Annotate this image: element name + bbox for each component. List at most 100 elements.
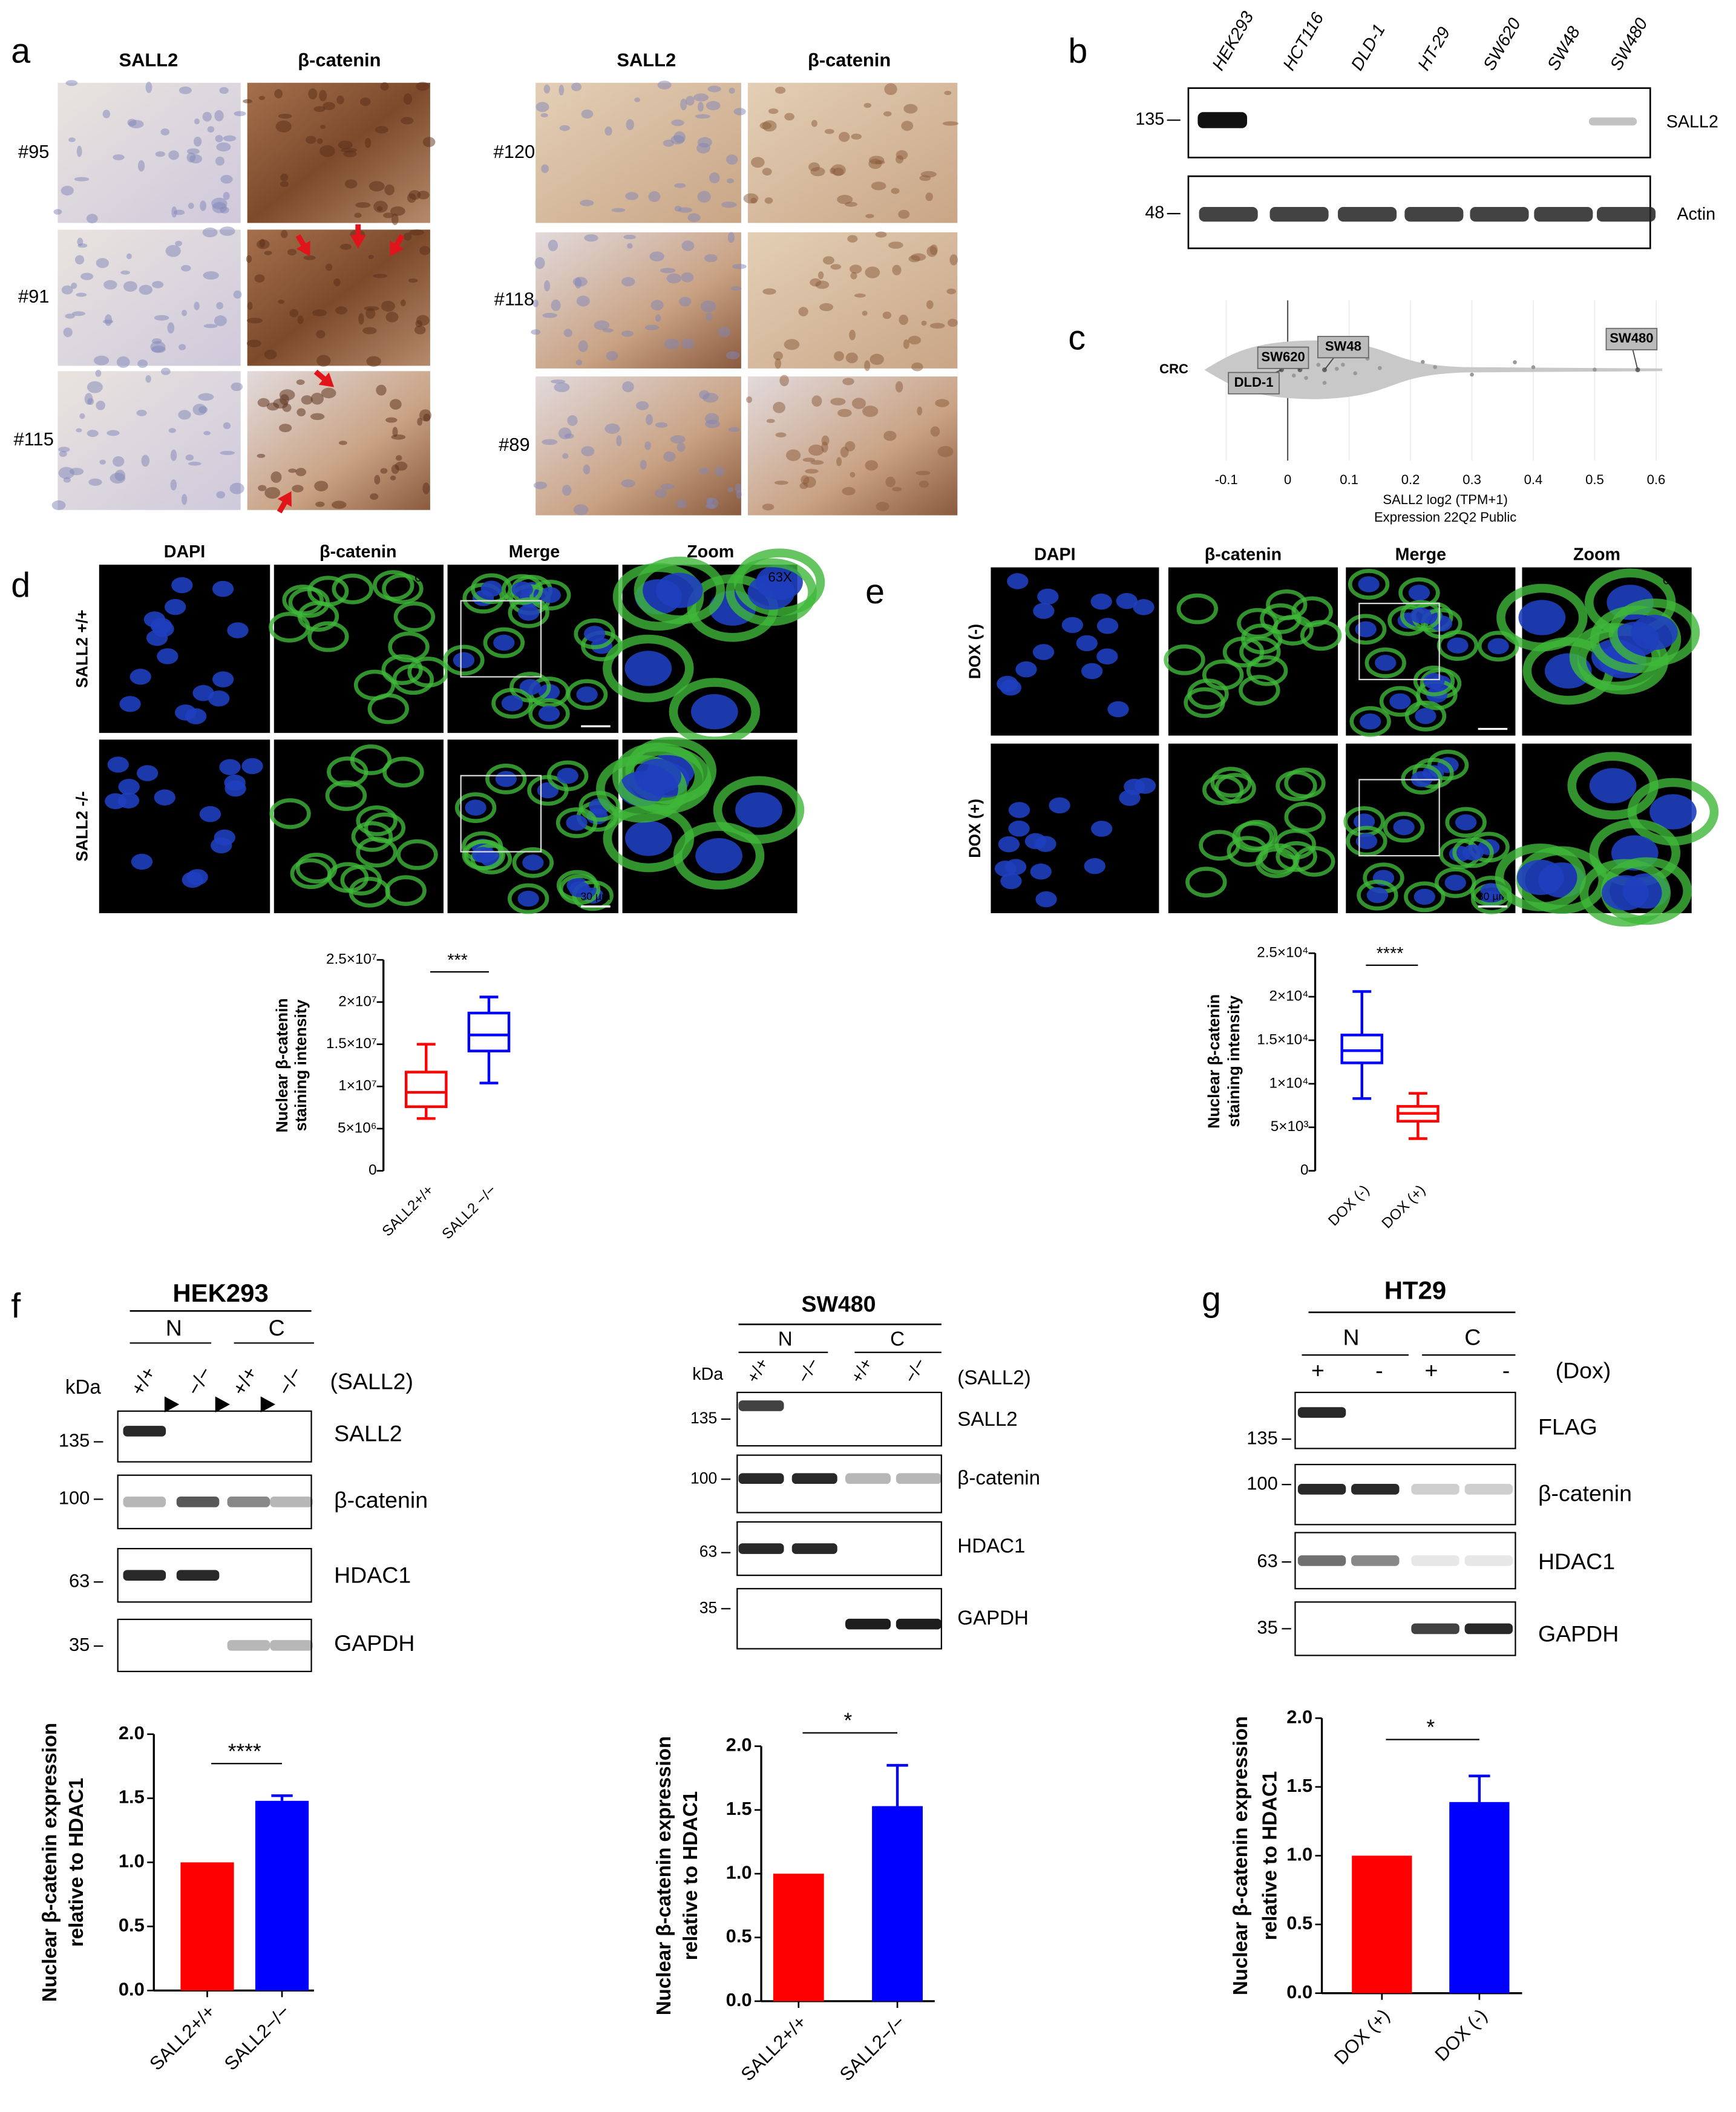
ihc-texture: [676, 499, 687, 508]
ihc-texture: [155, 151, 165, 157]
y-axis-label: Nuclear β-catenin expression: [1230, 1716, 1252, 1995]
ihc-texture: [390, 206, 405, 216]
cell-cytoplasm: [491, 687, 533, 719]
y-axis-label: Nuclear β-catenin expression: [39, 1723, 61, 2002]
fraction-label: C: [890, 1328, 905, 1351]
ihc-texture: [766, 419, 775, 423]
ihc-texture: [704, 413, 719, 425]
ihc-texture: [216, 302, 223, 310]
ihc-texture: [743, 193, 759, 204]
nucleus: [1358, 576, 1380, 592]
lane-label: +/+: [228, 1363, 262, 1399]
ihc-texture: [136, 410, 147, 416]
cell-cytoplasm: [1579, 859, 1671, 927]
nucleus: [1007, 573, 1029, 589]
ihc-texture: [564, 433, 574, 439]
ihc-texture: [732, 264, 747, 269]
ihc-texture: [310, 413, 325, 421]
protein-label: HDAC1: [957, 1535, 1025, 1558]
ihc-texture: [229, 482, 244, 494]
band: [1588, 117, 1637, 126]
ihc-texture: [946, 288, 956, 295]
ihc-texture: [764, 197, 773, 204]
ihc-texture: [220, 175, 233, 184]
band: [123, 1570, 166, 1581]
cell-cytoplasm: [1239, 675, 1280, 706]
ihc-texture: [63, 327, 73, 338]
nucleus: [175, 704, 197, 721]
cell-cytoplasm: [382, 756, 424, 788]
bar: [1449, 1802, 1510, 1993]
cell-cytoplasm: [288, 587, 330, 618]
ihc-texture: [296, 379, 305, 385]
band: [270, 1497, 313, 1507]
protein-label: SALL2: [334, 1420, 402, 1446]
ihc-texture: [321, 387, 336, 399]
ihc-texture: [533, 481, 548, 490]
cell-cytoplasm: [471, 573, 513, 605]
nucleus: [1124, 778, 1145, 795]
nucleus: [583, 626, 606, 642]
ihc-texture: [554, 382, 570, 393]
cell-cytoplasm: [1357, 879, 1398, 911]
lane-label: HT-29: [1414, 24, 1454, 74]
y-tick-label: 2.0: [119, 1722, 145, 1743]
data-point: [1470, 372, 1474, 377]
nucleus: [186, 869, 208, 885]
data-point: [1322, 381, 1327, 385]
nucleus: [1015, 661, 1037, 678]
lane-label: HEK293: [1208, 8, 1257, 74]
kda-label: kDa: [692, 1365, 723, 1384]
nucleus: [566, 815, 588, 831]
ihc-texture: [775, 432, 787, 438]
ihc-texture: [663, 451, 676, 462]
ihc-texture: [416, 82, 430, 91]
column-header: β-catenin: [298, 50, 381, 71]
ihc-texture: [911, 253, 926, 261]
point-label: SW620: [1261, 349, 1305, 364]
ihc-texture: [681, 338, 695, 349]
x-tick-label: 0.1: [1340, 472, 1358, 487]
ihc-texture: [63, 477, 71, 483]
ihc-texture: [883, 430, 897, 441]
ihc-texture: [774, 480, 789, 485]
data-point: [1593, 367, 1597, 372]
cell-cytoplasm: [507, 883, 549, 914]
nucleus: [1024, 833, 1047, 850]
cell-cytoplasm: [462, 839, 503, 871]
cell-cytoplasm: [1364, 647, 1406, 678]
ihc-texture: [727, 178, 734, 183]
ihc-texture: [275, 120, 292, 133]
ihc-texture: [116, 356, 130, 368]
ihc-texture: [77, 243, 88, 248]
lane-label: HCT116: [1279, 9, 1328, 74]
ihc-texture: [676, 442, 686, 452]
ihc-texture: [779, 375, 789, 387]
nucleus: [146, 629, 168, 646]
ihc-texture: [727, 232, 735, 243]
ihc-texture: [188, 203, 194, 209]
cell-cytoplasm: [1300, 620, 1342, 651]
panel-label: f: [11, 1287, 21, 1325]
ihc-texture: [681, 240, 695, 251]
cell-cytoplasm: [1266, 589, 1308, 620]
scale-bar-label: 30 µm: [1478, 890, 1507, 902]
ihc-texture: [700, 300, 716, 313]
band: [738, 1543, 784, 1554]
ihc-image: [247, 229, 430, 366]
ihc-texture: [883, 111, 892, 117]
ihc-texture: [264, 349, 277, 360]
column-header: β-catenin: [1205, 545, 1282, 564]
y-axis-label: Nuclear β-catenin: [273, 998, 291, 1132]
significance: *: [844, 1709, 853, 1733]
lane-label: +: [1311, 1358, 1325, 1383]
cell-cytoplasm: [373, 570, 414, 601]
ihc-texture: [374, 474, 381, 485]
ihc-texture: [137, 359, 148, 369]
ihc-texture: [837, 408, 852, 418]
lane-arrow: [215, 1396, 230, 1413]
ihc-texture: [68, 137, 76, 142]
ihc-texture: [901, 120, 914, 131]
ihc-texture: [584, 234, 598, 242]
